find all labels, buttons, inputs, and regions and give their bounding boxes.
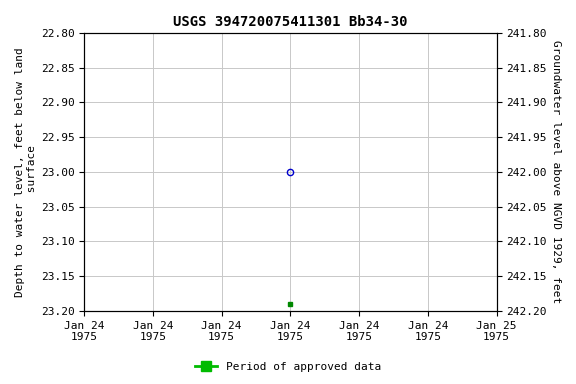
Y-axis label: Depth to water level, feet below land
 surface: Depth to water level, feet below land su… xyxy=(15,47,37,297)
Y-axis label: Groundwater level above NGVD 1929, feet: Groundwater level above NGVD 1929, feet xyxy=(551,40,561,303)
Title: USGS 394720075411301 Bb34-30: USGS 394720075411301 Bb34-30 xyxy=(173,15,408,29)
Legend: Period of approved data: Period of approved data xyxy=(191,358,385,377)
